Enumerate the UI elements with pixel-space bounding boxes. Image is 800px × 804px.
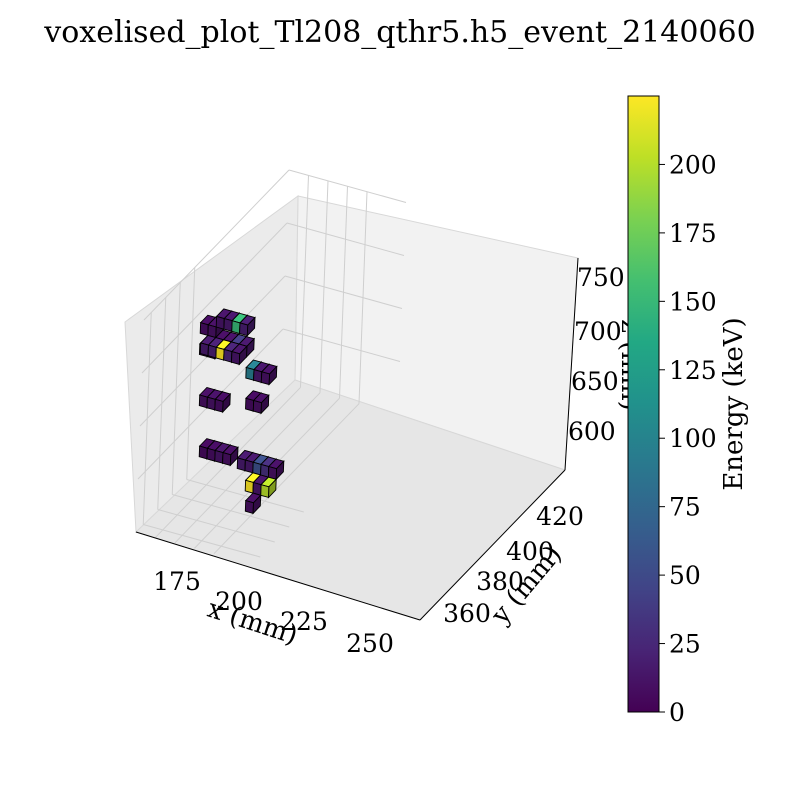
x-ticks: 175 200 225 250 [153,567,394,658]
voxel-face [236,457,246,472]
voxel-face [199,342,209,357]
colorbar-ticks: 0 25 50 75 100 125 150 175 200 [659,150,717,727]
gridline [284,275,403,309]
colorbar-tick-label: 200 [669,150,717,179]
x-tick-label: 175 [153,567,201,596]
voxel-face [223,348,233,363]
y-tick-label: 380 [476,567,524,596]
voxel-face [244,459,254,474]
y-tick-label: 360 [443,599,491,628]
gridline [172,494,290,528]
voxel-face [245,366,255,381]
voxel-face [198,445,208,460]
voxel [222,444,239,467]
colorbar-tick-label: 100 [669,424,717,453]
voxel-face [268,365,278,386]
voxel-face [222,392,231,414]
gridlines [137,169,407,558]
axes-panes [124,195,579,621]
colorbar-tick-label: 0 [669,698,685,727]
voxel-face [231,320,241,335]
colorbar-gradient [627,95,660,713]
voxel-face [198,394,208,409]
voxel-face [199,322,209,336]
voxel-face [206,447,216,462]
z-tick-label: 700 [574,317,622,346]
x-tick-label: 200 [215,587,263,616]
gridline [157,509,275,543]
voxel [252,392,270,415]
voxel-face [222,452,232,466]
voxel-face [214,398,224,413]
y-axis-line [419,469,566,621]
voxel-face [206,396,216,411]
z-tick-label: 650 [571,367,619,396]
colorbar-tick-label: 150 [669,287,717,316]
voxel-face [238,345,248,366]
gridline [286,222,405,256]
voxel-face [244,500,254,514]
voxel [231,343,248,366]
voxel-face [239,322,249,337]
voxel-face [260,394,270,415]
voxel-face [215,346,225,361]
gridline [213,403,360,555]
z-tick-label: 750 [577,263,625,292]
y-ticks: 360 380 400 420 [443,502,584,628]
y-tick-label: 400 [506,537,554,566]
gridline [288,169,407,203]
x-tick-label: 225 [280,607,328,636]
voxel-face [268,478,277,499]
voxel-face [207,344,217,359]
voxel-face [229,446,239,467]
voxel-face [260,371,271,386]
colorbar-tick-label: 125 [669,356,717,385]
voxel-face [246,316,256,337]
colorbar: 0 25 50 75 100 125 150 175 200 Energy (keV) [627,95,749,727]
gridline [143,524,261,558]
colorbar-label: Energy (keV) [719,317,749,490]
voxel-face [252,399,262,414]
voxel-face [231,351,241,365]
x-axis-line [135,531,421,621]
x-tick-label: 250 [346,629,394,658]
z-axis-line [564,257,579,471]
voxel-face [244,479,254,494]
colorbar-tick-label: 50 [669,561,701,590]
gridline [282,328,401,362]
chart-title: voxelised_plot_Tl208_qthr5.h5_event_2140… [43,15,755,50]
voxel [214,391,232,414]
voxel [260,363,278,386]
voxel [239,314,256,337]
voxel-face [223,318,233,332]
gridline [143,169,290,321]
gridline [141,222,288,374]
voxel-group [198,308,285,515]
gridline [186,479,304,513]
y-tick-label: 420 [536,502,584,531]
voxel-face [214,449,224,464]
voxel-face [260,484,270,498]
z-tick-label: 600 [568,417,616,446]
colorbar-tick-label: 175 [669,219,717,248]
voxel [267,458,285,481]
voxel-face [275,460,285,481]
voxel-face [253,369,263,383]
colorbar-tick-label: 25 [669,630,701,659]
voxel-face [245,397,255,412]
z-ticks: 600 650 700 750 [568,263,625,446]
voxel-face [215,315,225,330]
colorbar-tick-label: 75 [669,493,701,522]
voxel [260,476,278,499]
